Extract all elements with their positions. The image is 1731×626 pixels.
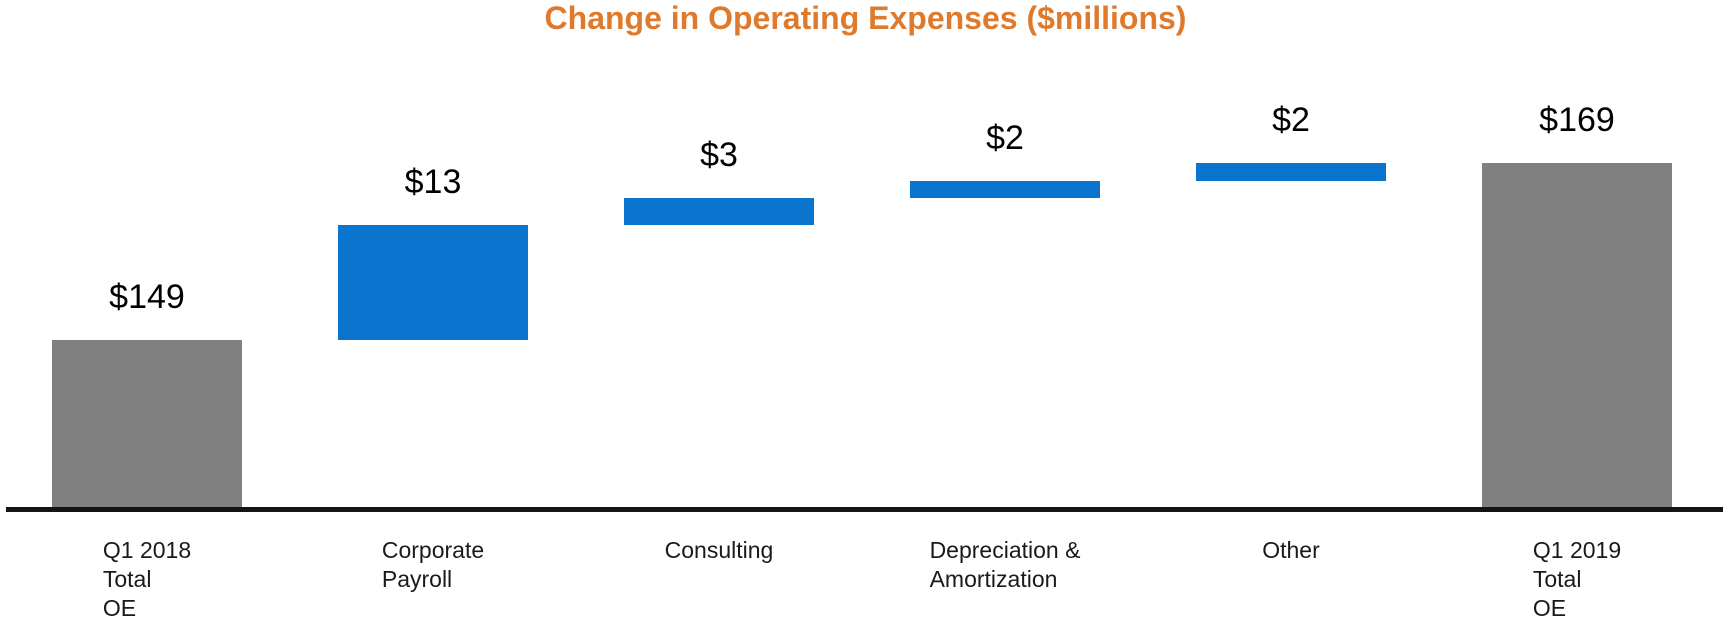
value-label-2: $3: [700, 136, 738, 175]
delta-bar-2: [624, 198, 814, 225]
category-label-0: Q1 2018 Total OE: [103, 536, 191, 623]
category-label-line: OE: [1532, 595, 1567, 621]
category-label-line: Total: [102, 566, 152, 592]
delta-bar-4: [1196, 162, 1386, 181]
delta-bar-1: [338, 224, 528, 340]
value-label-4: $2: [1272, 100, 1310, 139]
delta-bar-3: [910, 180, 1100, 199]
value-label-3: $2: [986, 118, 1024, 157]
category-label-line: OE: [102, 595, 137, 621]
category-label-line: Total: [1532, 566, 1582, 592]
x-axis-line: [6, 507, 1723, 512]
category-label-4: Other: [1262, 536, 1320, 565]
category-label-line: Amortization: [929, 566, 1058, 592]
category-label-1: Corporate Payroll: [382, 536, 484, 594]
category-label-2: Consulting: [665, 536, 774, 565]
total-bar-0: [52, 339, 242, 508]
category-label-line: Consulting: [664, 537, 774, 563]
category-label-line: Q1 2019: [1532, 537, 1622, 563]
value-label-5: $169: [1539, 100, 1615, 139]
category-label-line: Other: [1262, 537, 1320, 563]
total-bar-5: [1482, 162, 1672, 508]
value-label-1: $13: [404, 162, 462, 201]
category-label-line: Q1 2018: [102, 537, 192, 563]
category-label-5: Q1 2019 Total OE: [1533, 536, 1621, 623]
category-label-3: Depreciation & Amortization: [930, 536, 1081, 594]
chart-title: Change in Operating Expenses ($millions): [544, 0, 1187, 36]
category-label-line: Payroll: [381, 566, 453, 592]
category-label-line: Corporate: [381, 537, 485, 563]
category-label-line: Depreciation &: [929, 537, 1081, 563]
value-label-0: $149: [109, 277, 185, 316]
